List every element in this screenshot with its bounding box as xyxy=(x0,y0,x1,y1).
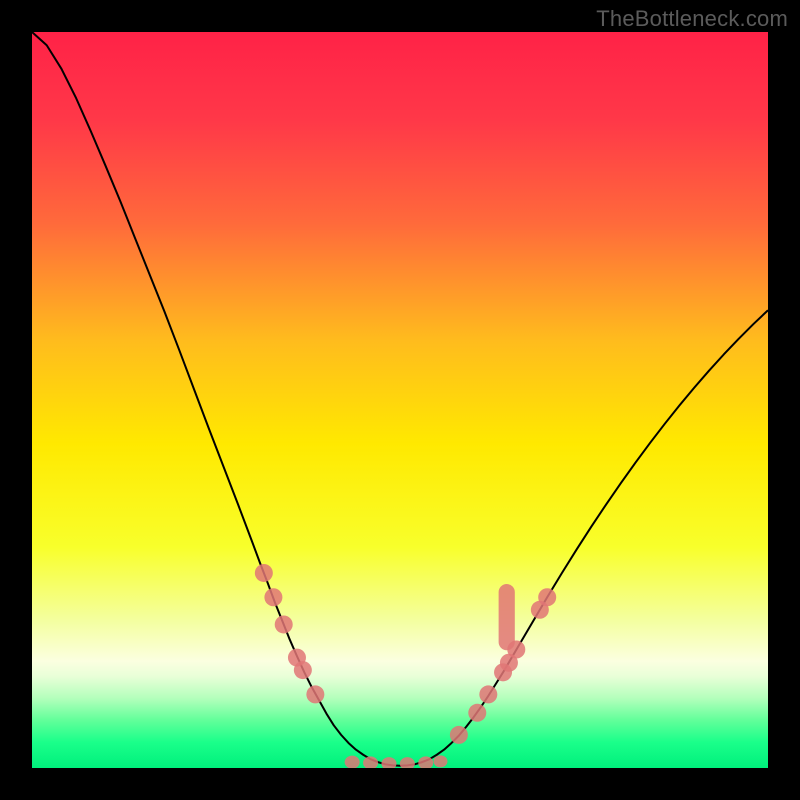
curve-marker xyxy=(255,564,273,582)
tick-marker xyxy=(499,584,515,650)
curve-marker xyxy=(468,704,486,722)
curve-marker xyxy=(538,588,556,606)
curve-marker xyxy=(479,685,497,703)
curve-marker xyxy=(264,588,282,606)
chart-background xyxy=(32,32,768,768)
bottom-marker xyxy=(433,755,447,767)
chart-container xyxy=(32,32,768,768)
curve-marker xyxy=(275,615,293,633)
curve-marker xyxy=(294,661,312,679)
curve-marker xyxy=(450,726,468,744)
curve-marker xyxy=(306,685,324,703)
bottom-marker xyxy=(345,756,360,768)
bottleneck-curve-chart xyxy=(32,32,768,768)
watermark-text: TheBottleneck.com xyxy=(596,6,788,32)
